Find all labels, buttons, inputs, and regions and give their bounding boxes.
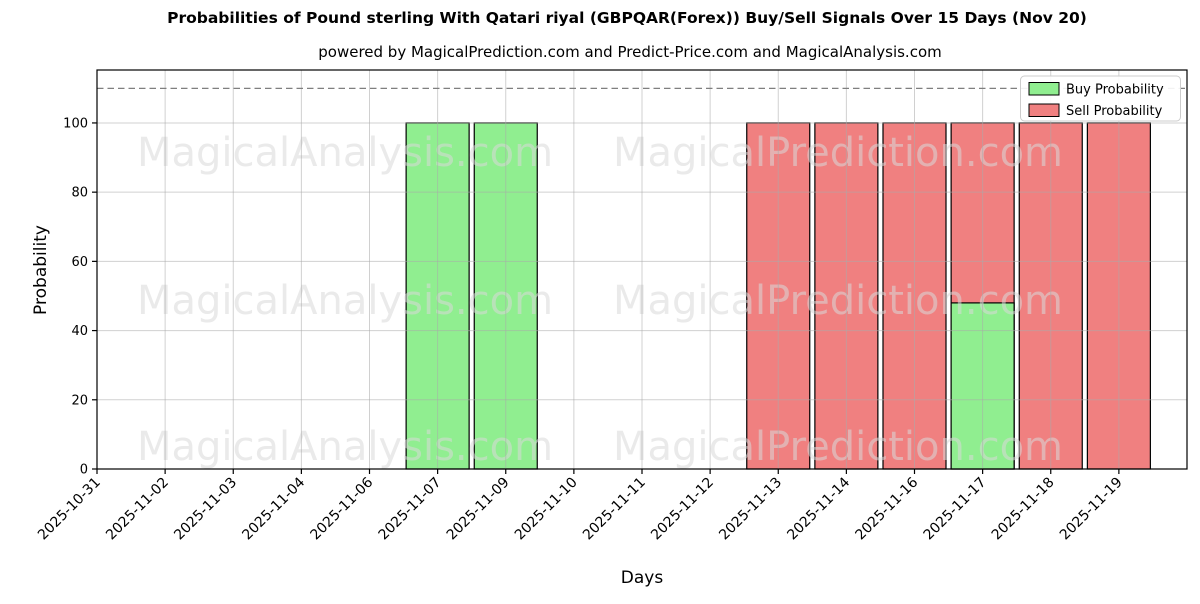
legend-box bbox=[1020, 75, 1181, 122]
x-tick-label: 2025-11-09 bbox=[444, 475, 513, 544]
x-tick-label: 2025-11-13 bbox=[716, 475, 785, 544]
x-tick-label: 2025-11-16 bbox=[852, 474, 921, 543]
watermark-layer: MagicalAnalysis.com MagicalPrediction.com… bbox=[137, 130, 1063, 470]
watermark-prediction: MagicalPrediction.com bbox=[613, 278, 1063, 324]
y-tick-label: 0 bbox=[80, 463, 88, 478]
x-tick-label: 2025-11-04 bbox=[239, 474, 308, 543]
y-tick-label: 100 bbox=[63, 116, 88, 131]
watermark-analysis: MagicalAnalysis.com bbox=[137, 130, 553, 176]
x-tick-label: 2025-11-11 bbox=[580, 475, 649, 544]
x-tick-label: 2025-11-19 bbox=[1057, 475, 1126, 544]
y-tick-label: 40 bbox=[71, 324, 88, 339]
x-axis-label: Days bbox=[621, 568, 664, 588]
chart-subtitle: powered by MagicalPrediction.com and Pre… bbox=[318, 43, 942, 61]
legend-label-sell: Sell Probability bbox=[1066, 104, 1163, 119]
grid-layer bbox=[97, 70, 1187, 469]
watermark-analysis: MagicalAnalysis.com bbox=[137, 424, 553, 470]
x-tick-label: 2025-11-10 bbox=[512, 475, 581, 544]
x-tick-label: 2025-11-14 bbox=[784, 474, 853, 543]
legend-swatch-buy bbox=[1028, 82, 1060, 96]
x-tick-label: 2025-11-06 bbox=[307, 474, 376, 543]
x-tick-label: 2025-11-03 bbox=[171, 475, 240, 544]
y-axis-label: Probability bbox=[31, 225, 51, 315]
x-tick-label: 2025-10-31 bbox=[35, 475, 104, 544]
legend: Buy Probability Sell Probability bbox=[1020, 75, 1181, 122]
watermark-analysis: MagicalAnalysis.com bbox=[137, 278, 553, 324]
watermark-prediction: MagicalPrediction.com bbox=[613, 130, 1063, 176]
y-tick-label: 60 bbox=[71, 255, 88, 270]
legend-label-buy: Buy Probability bbox=[1066, 83, 1164, 98]
x-tick-label: 2025-11-18 bbox=[989, 475, 1058, 544]
x-tick-label: 2025-11-12 bbox=[648, 475, 717, 544]
y-tick-label: 20 bbox=[71, 393, 88, 408]
chart-title: Probabilities of Pound sterling With Qat… bbox=[167, 9, 1087, 27]
x-tick-label: 2025-11-02 bbox=[103, 475, 172, 544]
legend-swatch-sell bbox=[1028, 103, 1060, 117]
watermark-prediction: MagicalPrediction.com bbox=[613, 424, 1063, 470]
x-tick-label: 2025-11-07 bbox=[376, 475, 445, 544]
x-tick-label: 2025-11-17 bbox=[921, 475, 990, 544]
y-tick-label: 80 bbox=[71, 186, 88, 201]
